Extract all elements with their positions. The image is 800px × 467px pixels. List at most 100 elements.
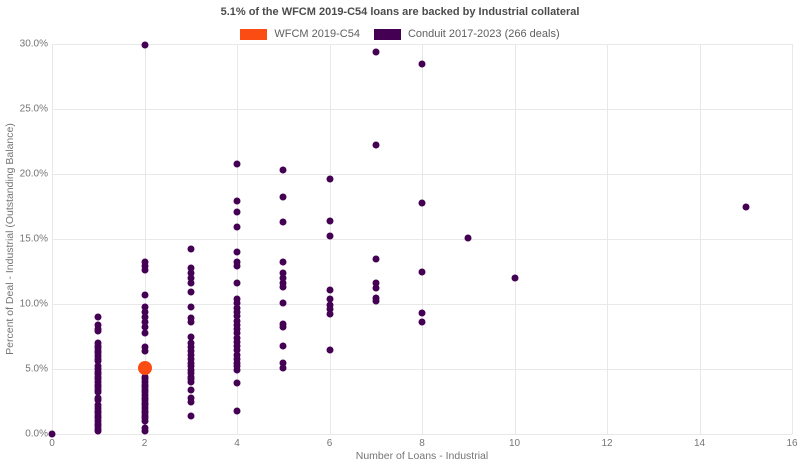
conduit-data-point <box>279 323 287 331</box>
conduit-data-point <box>418 309 426 317</box>
v-gridline <box>52 44 53 434</box>
conduit-data-point <box>279 269 287 277</box>
conduit-data-point <box>233 329 241 337</box>
conduit-data-point <box>372 284 380 292</box>
conduit-data-point <box>279 342 287 350</box>
conduit-data-point <box>279 274 287 282</box>
x-tick-label: 8 <box>419 438 425 449</box>
conduit-data-point <box>187 394 195 402</box>
conduit-data-point <box>372 279 380 287</box>
conduit-data-point <box>372 255 380 262</box>
conduit-data-point <box>233 342 241 350</box>
conduit-data-point <box>326 232 333 240</box>
conduit-data-point <box>187 355 195 363</box>
conduit-data-point <box>742 203 750 210</box>
conduit-data-point <box>233 308 241 316</box>
conduit-data-point <box>418 268 426 275</box>
conduit-data-point <box>187 269 195 277</box>
y-tick-label: 5.0% <box>25 363 48 375</box>
conduit-data-point <box>418 318 426 326</box>
conduit-data-point <box>464 234 472 242</box>
conduit-data-point <box>141 291 148 299</box>
conduit-data-point <box>141 417 148 425</box>
conduit-data-point <box>326 301 333 309</box>
conduit-data-point <box>279 359 287 366</box>
x-tick-label: 4 <box>234 438 240 449</box>
wfcm-data-point <box>137 360 152 375</box>
conduit-data-point <box>141 323 148 331</box>
conduit-legend-label: Conduit 2017-2023 (266 deals) <box>407 28 560 40</box>
v-gridline <box>792 44 793 434</box>
conduit-data-point <box>233 338 241 346</box>
conduit-data-point <box>141 313 148 321</box>
conduit-data-point <box>279 299 287 307</box>
conduit-data-point <box>141 427 148 435</box>
y-tick-label: 25.0% <box>19 103 48 115</box>
y-tick-label: 20.0% <box>19 168 48 180</box>
conduit-data-point <box>187 412 195 420</box>
conduit-data-point <box>233 279 241 287</box>
conduit-data-point <box>141 318 148 326</box>
conduit-data-point <box>94 427 102 435</box>
conduit-data-point <box>326 295 333 303</box>
x-tick-label: 0 <box>49 438 55 449</box>
conduit-data-point <box>94 327 102 335</box>
conduit-data-point <box>279 258 287 266</box>
conduit-data-point <box>279 218 287 226</box>
conduit-data-point <box>187 303 195 311</box>
x-tick-label: 2 <box>141 438 148 449</box>
conduit-data-point <box>141 329 148 337</box>
conduit-data-point <box>187 347 195 355</box>
x-tick-label: 16 <box>786 438 798 449</box>
conduit-data-point <box>233 355 241 363</box>
conduit-data-point <box>279 166 287 174</box>
legend-item-wfcm: WFCM 2019-C54 <box>240 28 360 40</box>
conduit-data-point <box>418 60 426 67</box>
v-gridline <box>699 44 701 434</box>
conduit-data-point <box>187 333 195 340</box>
conduit-data-point <box>187 369 195 377</box>
conduit-data-point <box>326 305 333 313</box>
y-tick-label: 15.0% <box>19 233 48 245</box>
v-gridline <box>607 44 608 434</box>
conduit-data-point <box>48 430 56 438</box>
conduit-data-point <box>233 351 241 359</box>
conduit-data-point <box>279 193 287 201</box>
conduit-data-point <box>141 343 148 351</box>
conduit-data-point <box>94 321 102 329</box>
conduit-data-point <box>233 258 241 266</box>
conduit-data-point <box>418 199 426 207</box>
conduit-data-point <box>187 351 195 359</box>
x-tick-label: 10 <box>508 438 521 449</box>
conduit-data-point <box>187 362 195 370</box>
h-gridline <box>52 434 792 435</box>
conduit-data-point <box>94 357 102 365</box>
x-tick-label: 12 <box>601 438 613 449</box>
conduit-data-point <box>187 288 195 296</box>
conduit-data-point <box>279 279 287 287</box>
conduit-data-point <box>187 386 195 394</box>
conduit-data-point <box>187 245 195 253</box>
v-gridline <box>514 44 516 434</box>
conduit-data-point <box>326 286 333 294</box>
conduit-data-point <box>233 366 241 374</box>
conduit-data-point <box>233 262 241 270</box>
conduit-data-point <box>187 264 195 272</box>
conduit-data-point <box>326 310 333 318</box>
conduit-data-point <box>511 274 518 282</box>
conduit-data-point <box>187 378 195 386</box>
conduit-data-point <box>233 299 241 307</box>
conduit-data-point <box>141 258 148 266</box>
conduit-data-point <box>187 339 195 347</box>
legend: WFCM 2019-C54 Conduit 2017-2023 (266 dea… <box>0 28 800 40</box>
x-tick-label: 14 <box>693 438 706 449</box>
conduit-data-point <box>372 48 380 56</box>
y-tick-label: 30.0% <box>19 38 48 50</box>
conduit-data-point <box>233 197 241 205</box>
conduit-data-point <box>326 217 333 225</box>
conduit-data-point <box>372 297 380 305</box>
conduit-legend-swatch <box>373 28 401 40</box>
conduit-data-point <box>141 308 148 316</box>
conduit-data-point <box>233 223 241 231</box>
